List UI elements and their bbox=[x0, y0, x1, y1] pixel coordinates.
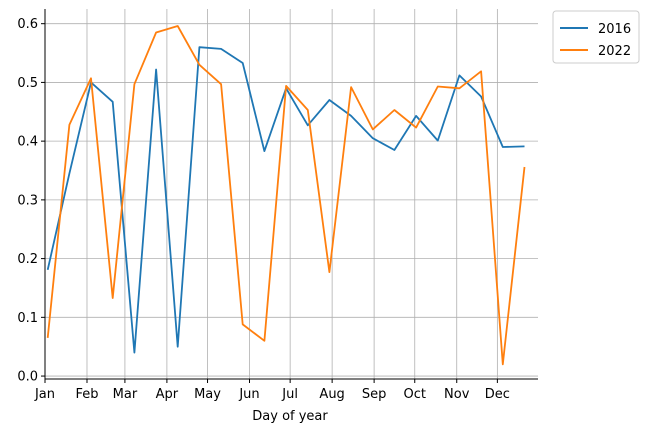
y-gridlines bbox=[45, 23, 538, 377]
x-tick-label: Dec bbox=[485, 387, 510, 402]
y-tick-label: 0.1 bbox=[17, 311, 38, 326]
series-lines bbox=[46, 25, 526, 366]
x-gridlines bbox=[44, 9, 498, 379]
x-tick-label: Mar bbox=[113, 387, 138, 402]
y-tick-label: 0.4 bbox=[17, 135, 38, 150]
y-tick-label: 0.6 bbox=[17, 17, 38, 32]
x-tick-label: Sep bbox=[362, 387, 387, 402]
x-tick-label: Oct bbox=[404, 387, 426, 402]
x-tick-label: Nov bbox=[444, 387, 470, 402]
x-tick-label: May bbox=[194, 387, 221, 402]
x-axis-title: Day of year bbox=[252, 409, 328, 424]
x-tick-label: Aug bbox=[319, 387, 344, 402]
y-ticks: 0.0 0.1 0.2 0.3 0.4 0.5 0.6 bbox=[17, 17, 45, 385]
axes bbox=[44, 9, 538, 380]
y-tick-label: 0.3 bbox=[17, 193, 38, 208]
y-tick-label: 0.5 bbox=[17, 76, 38, 91]
x-tick-label: Jul bbox=[281, 387, 298, 402]
x-tick-label: Jun bbox=[238, 387, 259, 402]
series-line-2022 bbox=[46, 25, 526, 366]
y-tick-label: 0.0 bbox=[17, 370, 38, 385]
legend-label-2022: 2022 bbox=[598, 44, 631, 59]
x-tick-label: Jan bbox=[34, 387, 55, 402]
x-ticks: Jan Feb Mar Apr May Jun Jul Aug Sep Oct Nov Dec bbox=[34, 379, 510, 402]
x-tick-label: Apr bbox=[156, 387, 179, 402]
legend: 2016 2022 bbox=[552, 10, 640, 64]
x-tick-label: Feb bbox=[75, 387, 98, 402]
y-tick-label: 0.2 bbox=[17, 252, 38, 267]
legend-label-2016: 2016 bbox=[598, 22, 631, 37]
